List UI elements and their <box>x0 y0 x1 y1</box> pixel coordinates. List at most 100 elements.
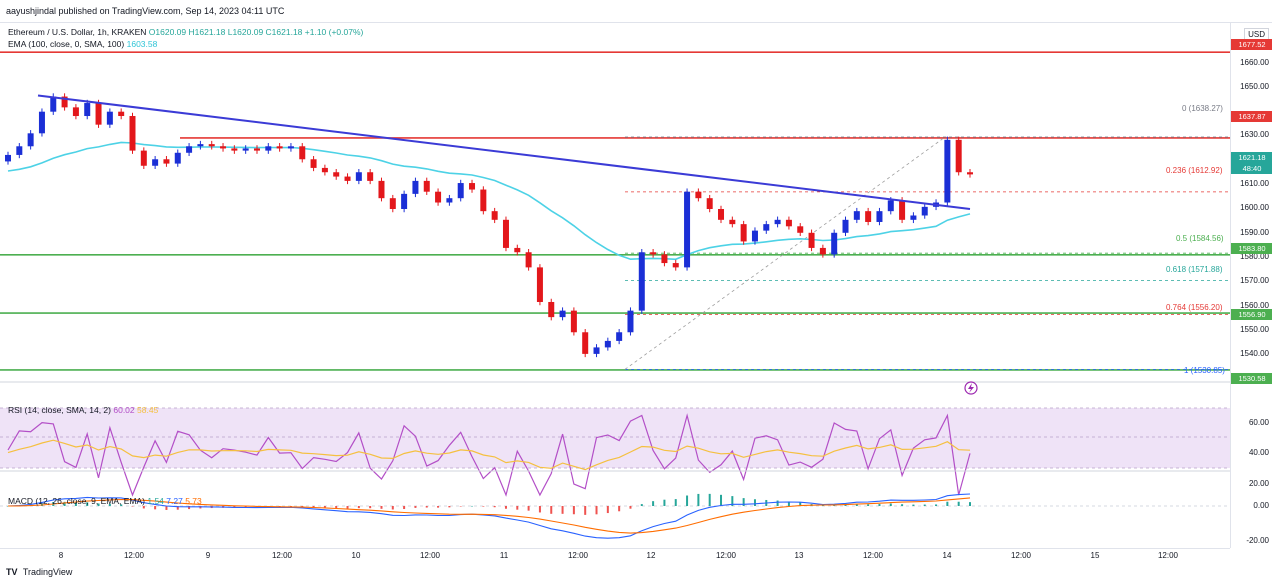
macd-histogram-bar <box>652 501 655 506</box>
macd-histogram-bar <box>154 506 157 510</box>
candle-body <box>740 224 747 242</box>
macd-histogram-bar <box>787 501 790 506</box>
macd-histogram-bar <box>357 506 360 509</box>
macd-tick: -20.00 <box>1246 536 1269 545</box>
candle-body <box>808 232 815 248</box>
candle-body <box>502 219 509 248</box>
candle-body <box>152 159 159 166</box>
fib-label-1: 1 (1530.85) <box>1184 366 1225 375</box>
candle-body <box>967 172 973 175</box>
top-bar: aayushjindal published on TradingView.co… <box>0 0 1272 23</box>
candle-body <box>253 148 260 151</box>
rsi-sma-line <box>7 439 971 471</box>
candle-body <box>718 209 725 220</box>
candle-body <box>355 172 362 181</box>
macd-histogram-bar <box>584 506 587 515</box>
macd-v1: 1.54 <box>147 496 164 506</box>
tradingview-footer[interactable]: TV TradingView <box>6 567 72 577</box>
macd-legend: MACD (12, 26, close, 9, EMA, EMA) 1.54 7… <box>8 496 202 506</box>
macd-histogram-bar <box>244 506 247 508</box>
ema-label: EMA (100, close, 0, SMA, 100) <box>8 39 125 49</box>
candle-body <box>95 103 102 125</box>
candle-body <box>118 111 125 117</box>
macd-histogram-bar <box>335 506 338 509</box>
candle-body <box>446 198 453 203</box>
macd-histogram-bar <box>821 505 824 506</box>
macd-histogram-bar <box>595 506 598 515</box>
rsi-value: 60.02 <box>113 405 135 415</box>
macd-histogram-bar <box>867 504 870 506</box>
candle-body <box>106 111 113 125</box>
price-chart[interactable] <box>0 22 1230 548</box>
candle-body <box>265 146 272 151</box>
candle-body <box>797 226 804 233</box>
macd-histogram-bar <box>935 504 938 506</box>
candle-body <box>61 96 68 108</box>
badge-top-resistance: 1677.52 <box>1231 39 1272 50</box>
macd-histogram-bar <box>493 506 496 508</box>
candle-body <box>514 247 521 253</box>
candle-body <box>469 183 476 190</box>
candle-body <box>819 247 826 255</box>
macd-histogram-bar <box>720 494 723 506</box>
candle-body <box>389 198 396 209</box>
candle-body <box>423 180 430 192</box>
fib-label-5: 0.5 (1584.56) <box>1176 234 1224 243</box>
macd-histogram-bar <box>7 506 9 507</box>
candle-body <box>84 103 91 117</box>
candle-body <box>231 148 238 151</box>
macd-histogram-bar <box>640 504 643 506</box>
time-tick: 8 <box>58 551 64 560</box>
candle-body <box>831 232 838 255</box>
candle-body <box>706 198 713 209</box>
price-tick: 1560.00 <box>1240 301 1269 310</box>
time-tick: 12:00 <box>1157 551 1179 560</box>
candle-body <box>197 144 204 147</box>
candle-body <box>944 139 951 203</box>
price-tick: 1580.00 <box>1240 252 1269 261</box>
candle-body <box>910 215 917 220</box>
candle-body <box>672 263 679 268</box>
badge-support-2: 1556.90 <box>1231 309 1272 320</box>
badge-resistance: 1637.87 <box>1231 111 1272 122</box>
rsi-label: RSI (14, close, SMA, 14, 2) <box>8 405 111 415</box>
candle-body <box>899 200 906 220</box>
price-tick: 1570.00 <box>1240 276 1269 285</box>
macd-histogram-bar <box>776 500 779 506</box>
macd-histogram-bar <box>912 504 915 506</box>
rsi-sma-value: 58.45 <box>137 405 159 415</box>
macd-histogram-bar <box>425 506 428 508</box>
macd-histogram-bar <box>391 506 394 510</box>
time-tick: 12:00 <box>862 551 884 560</box>
rsi-tick: 40.00 <box>1248 448 1269 457</box>
macd-histogram-bar <box>799 502 802 506</box>
macd-signal-line <box>7 497 971 534</box>
candle-body <box>763 224 770 231</box>
macd-histogram-bar <box>674 499 677 506</box>
candle-body <box>525 252 532 268</box>
macd-histogram-bar <box>459 506 462 507</box>
macd-histogram-bar <box>855 504 858 506</box>
lightning-bolt-icon <box>968 383 974 393</box>
time-axis[interactable]: 8 12:00 9 12:00 10 12:00 11 12:00 12 12:… <box>0 548 1230 563</box>
macd-histogram-bar <box>482 506 485 507</box>
symbol-legend: Ethereum / U.S. Dollar, 1h, KRAKEN O1620… <box>8 27 363 37</box>
price-axis[interactable]: USD 1660.00 1650.00 1630.00 1610.00 1600… <box>1230 22 1272 548</box>
candle-body <box>435 191 442 203</box>
time-tick: 15 <box>1090 551 1100 560</box>
macd-v2: 7.27 <box>166 496 183 506</box>
badge-last-price: 1621.18 <box>1231 152 1272 163</box>
candle-body <box>140 150 147 166</box>
candle-body <box>684 191 691 268</box>
macd-histogram-bar <box>708 493 711 506</box>
published-note: aayushjindal published on TradingView.co… <box>6 6 285 16</box>
price-tick: 1630.00 <box>1240 130 1269 139</box>
macd-histogram-bar <box>346 506 349 509</box>
candle-body <box>16 146 23 155</box>
symbol-name: Ethereum / U.S. Dollar, 1h, KRAKEN <box>8 27 147 37</box>
macd-histogram-bar <box>142 506 145 509</box>
price-tick: 1540.00 <box>1240 349 1269 358</box>
rsi-tick: 60.00 <box>1248 418 1269 427</box>
candle-body <box>50 96 57 112</box>
candle-body <box>729 219 736 225</box>
